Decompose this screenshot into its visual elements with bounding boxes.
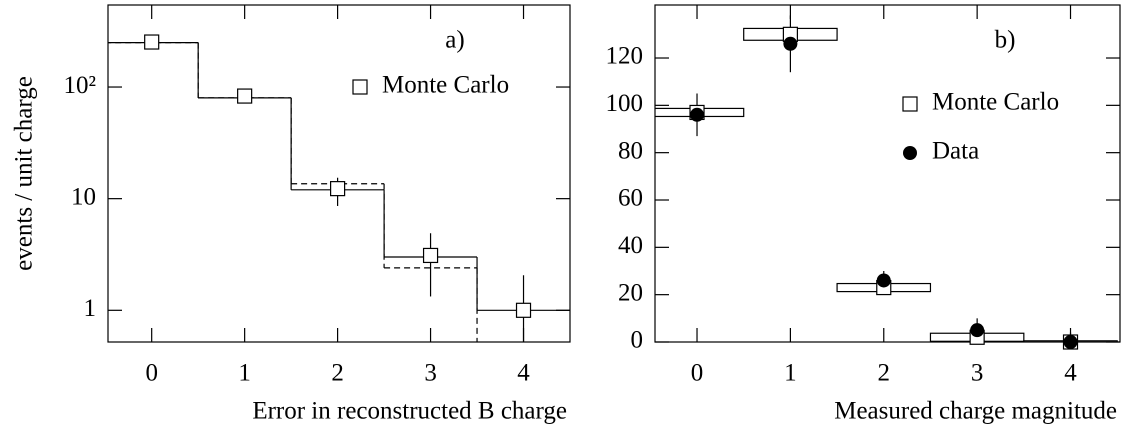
- marker: [330, 181, 346, 197]
- legend-marker: [902, 96, 918, 112]
- x-tick-label: 1: [784, 360, 797, 387]
- y-tick-label: 100: [606, 90, 644, 117]
- x-tick-label: 3: [424, 360, 437, 387]
- x-tick-label: 2: [878, 360, 891, 387]
- y-tick-label: 120: [606, 43, 644, 70]
- marker: [783, 36, 798, 51]
- y-tick-label: 80: [618, 137, 643, 164]
- x-tick-label: 2: [331, 360, 344, 387]
- marker: [422, 247, 439, 264]
- frame: [654, 4, 1121, 343]
- y-tick-label: 1: [84, 295, 97, 322]
- panel-label: a): [445, 27, 464, 54]
- marker: [144, 34, 160, 50]
- x-tick-label: 4: [517, 360, 530, 387]
- marker: [876, 273, 891, 288]
- marker: [1063, 335, 1078, 349]
- marker: [237, 88, 253, 104]
- x-tick-label: 1: [238, 360, 251, 387]
- x-tick-label: 0: [145, 360, 158, 387]
- legend-marker: [903, 146, 917, 160]
- x-axis-label: Error in reconstructed B charge: [252, 398, 567, 425]
- x-axis-label: Measured charge magnitude: [834, 398, 1117, 425]
- y-tick-label: 0: [631, 327, 644, 354]
- marker: [690, 107, 705, 122]
- panel-label: b): [995, 27, 1016, 54]
- x-tick-label: 4: [1064, 360, 1077, 387]
- marker: [515, 302, 532, 318]
- x-tick-label: 3: [971, 360, 984, 387]
- marker: [970, 323, 985, 338]
- legend-label: Data: [932, 138, 979, 165]
- y-axis-label: events / unit charge: [11, 76, 38, 271]
- y-tick-label: 10²: [64, 72, 97, 99]
- panel: 0 1 2 3 4 1 10 10² Error in reconstructed B char…: [11, 4, 571, 425]
- y-tick-label: 10: [71, 183, 96, 210]
- legend-marker: [352, 79, 368, 95]
- y-tick-label: 40: [618, 232, 643, 259]
- x-tick-label: 0: [691, 360, 704, 387]
- plot-area: [655, 15, 1118, 342]
- y-tick-label: 20: [618, 279, 643, 306]
- legend-label: Monte Carlo: [932, 89, 1059, 116]
- frame: [107, 4, 571, 343]
- legend-label: Monte Carlo: [382, 72, 509, 99]
- y-tick-label: 60: [618, 185, 643, 212]
